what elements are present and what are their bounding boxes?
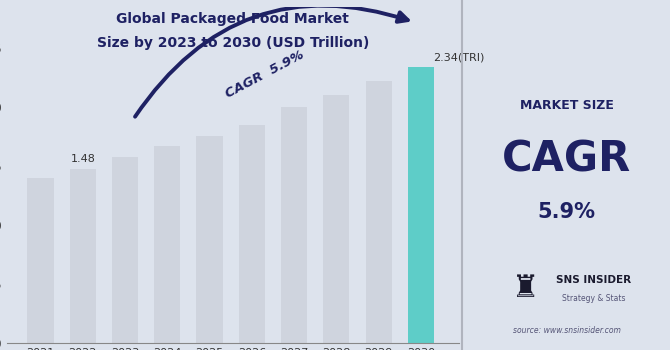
Bar	[112, 157, 138, 343]
Bar	[239, 125, 265, 343]
Bar	[70, 168, 96, 343]
Text: Strategy & Stats: Strategy & Stats	[562, 294, 625, 303]
FancyArrowPatch shape	[135, 6, 408, 117]
Text: Size by 2023 to 2030 (USD Trillion): Size by 2023 to 2030 (USD Trillion)	[96, 36, 369, 50]
Text: ♜: ♜	[512, 274, 539, 303]
Text: SNS INSIDER: SNS INSIDER	[556, 275, 631, 285]
Bar	[408, 67, 434, 343]
Text: 2.34(TRI): 2.34(TRI)	[433, 52, 484, 62]
Text: CAGR: CAGR	[502, 138, 631, 180]
Text: MARKET SIZE: MARKET SIZE	[520, 98, 614, 112]
Bar	[196, 135, 222, 343]
Bar	[281, 107, 308, 343]
Text: 5.9%: 5.9%	[538, 202, 596, 222]
Bar	[154, 146, 180, 343]
Text: CAGR  5.9%: CAGR 5.9%	[223, 48, 306, 100]
Bar	[323, 96, 350, 343]
Text: source: www.snsinsider.com: source: www.snsinsider.com	[513, 326, 621, 335]
Bar	[366, 81, 392, 343]
Text: 1.48: 1.48	[70, 154, 95, 164]
Bar	[27, 178, 54, 343]
Text: Global Packaged Food Market: Global Packaged Food Market	[117, 12, 349, 26]
